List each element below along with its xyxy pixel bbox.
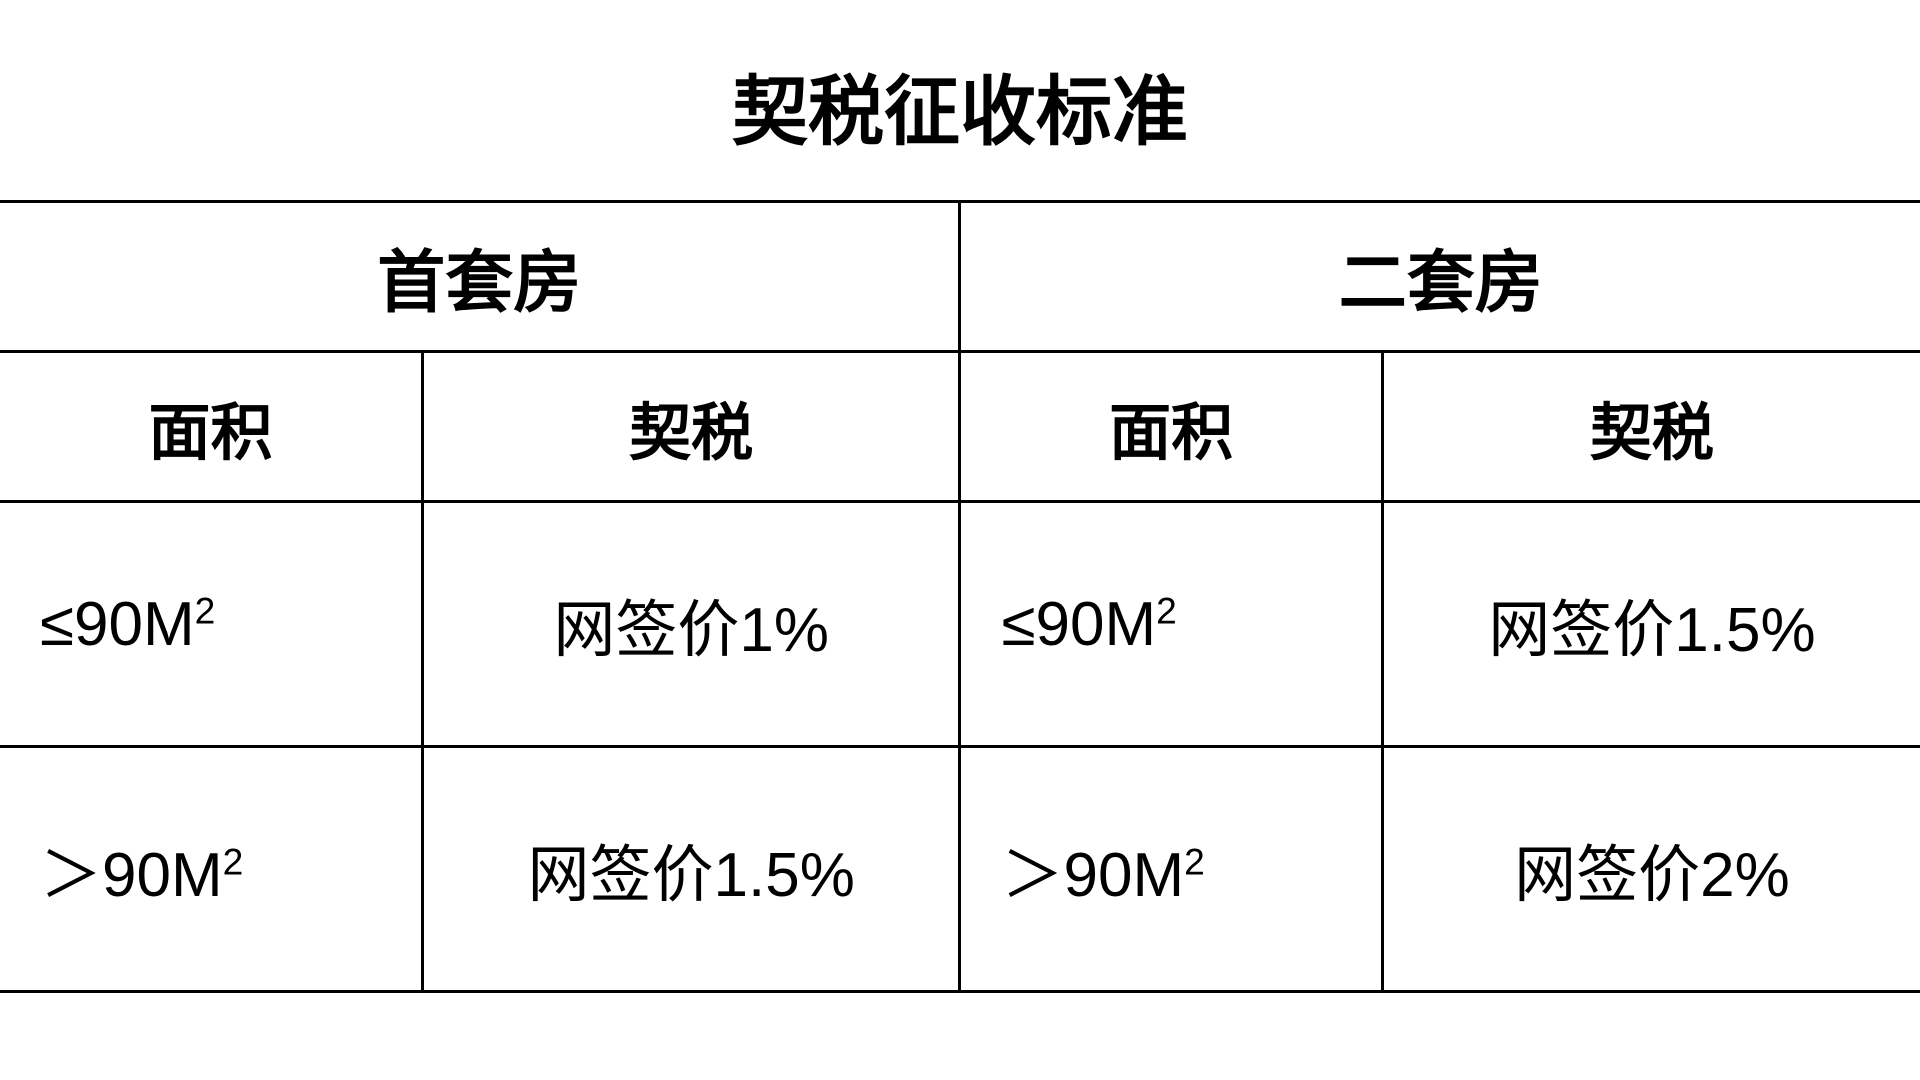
area-value: ＞90M xyxy=(40,841,223,910)
area-value: ≤90M xyxy=(40,590,195,659)
tax-table: 首套房 二套房 面积 契税 面积 契税 ≤90M2 网签价1% ≤90M2 网签… xyxy=(0,200,1920,993)
cell-first-tax: 网签价1.5% xyxy=(422,747,960,992)
area-sup: 2 xyxy=(223,840,244,882)
subcol-tax-1: 契税 xyxy=(422,352,960,502)
subcol-area-1: 面积 xyxy=(0,352,422,502)
table-row: ＞90M2 网签价1.5% ＞90M2 网签价2% xyxy=(0,747,1920,992)
cell-first-tax: 网签价1% xyxy=(422,502,960,747)
table-row: ≤90M2 网签价1% ≤90M2 网签价1.5% xyxy=(0,502,1920,747)
cell-first-area: ＞90M2 xyxy=(0,747,422,992)
page-title: 契税征收标准 xyxy=(732,50,1188,160)
area-value: ≤90M xyxy=(1001,590,1156,659)
cell-second-tax: 网签价1.5% xyxy=(1382,502,1920,747)
area-sup: 2 xyxy=(195,589,216,631)
group-header-first-home: 首套房 xyxy=(0,202,960,352)
area-sup: 2 xyxy=(1184,840,1205,882)
table-group-header-row: 首套房 二套房 xyxy=(0,202,1920,352)
area-sup: 2 xyxy=(1156,589,1177,631)
cell-second-area: ≤90M2 xyxy=(960,502,1382,747)
cell-second-tax: 网签价2% xyxy=(1382,747,1920,992)
group-header-second-home: 二套房 xyxy=(960,202,1920,352)
area-value: ＞90M xyxy=(1001,841,1184,910)
subcol-area-2: 面积 xyxy=(960,352,1382,502)
table-sub-header-row: 面积 契税 面积 契税 xyxy=(0,352,1920,502)
cell-first-area: ≤90M2 xyxy=(0,502,422,747)
cell-second-area: ＞90M2 xyxy=(960,747,1382,992)
tax-table-container: 首套房 二套房 面积 契税 面积 契税 ≤90M2 网签价1% ≤90M2 网签… xyxy=(0,200,1920,993)
subcol-tax-2: 契税 xyxy=(1382,352,1920,502)
